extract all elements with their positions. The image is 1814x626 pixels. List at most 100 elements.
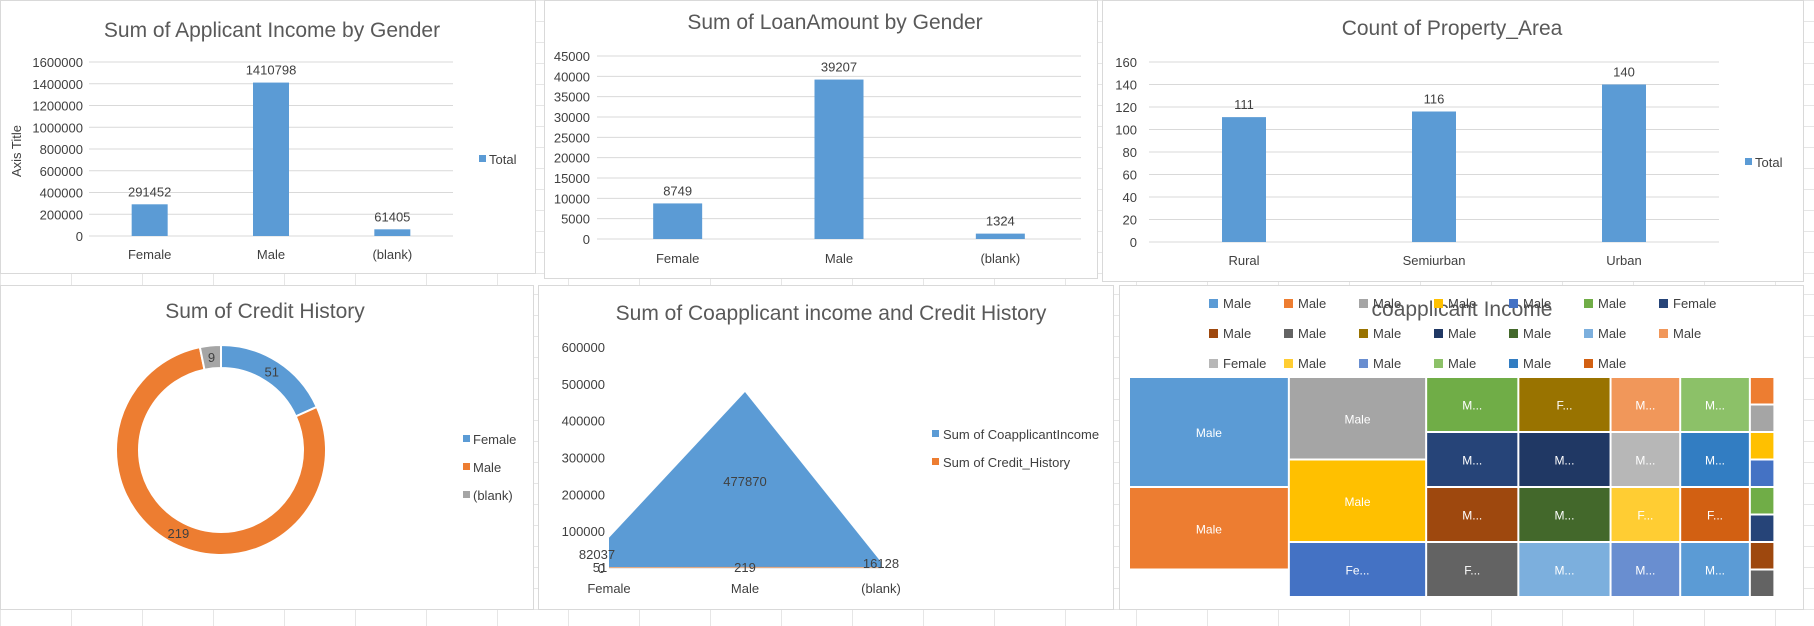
data-label: 219 xyxy=(734,560,756,575)
treemap-tile-label: Male xyxy=(1344,495,1370,509)
treemap-tile xyxy=(1750,378,1774,404)
legend-label: Male xyxy=(1598,356,1626,371)
treemap-tile xyxy=(1611,488,1680,541)
x-tick-label: Female xyxy=(587,581,630,596)
donut-slice xyxy=(220,343,319,418)
legend-label: Male xyxy=(1598,296,1626,311)
chart-coapplicant-treemap-svg: coapplicant Income Male Male Male Male Male M… xyxy=(1130,296,1774,596)
y-tick-label: 500000 xyxy=(562,377,605,392)
legend-swatch xyxy=(1434,359,1443,368)
treemap-tile xyxy=(1427,433,1518,486)
legend-label: Male xyxy=(1598,326,1626,341)
y-tick-label: 600000 xyxy=(562,340,605,355)
treemap-tile-label: Male xyxy=(1344,412,1370,426)
treemap-tile-label: F... xyxy=(1707,509,1723,523)
legend-swatch xyxy=(1509,359,1518,368)
legend-label: (blank) xyxy=(473,488,513,503)
chart-loan-amount-svg: Sum of LoanAmount by Gender 0 5000 10000 15… xyxy=(554,11,1081,266)
legend-swatch xyxy=(1584,359,1593,368)
bar xyxy=(374,229,411,236)
y-tick-label: 200000 xyxy=(562,487,605,502)
treemap-tile xyxy=(1681,488,1749,541)
treemap-tile xyxy=(1681,433,1749,486)
data-label: 111 xyxy=(1234,97,1254,112)
legend-swatch xyxy=(1434,329,1443,338)
treemap-tile xyxy=(1750,570,1774,596)
treemap-tile xyxy=(1427,488,1518,541)
legend-label: Female xyxy=(1223,356,1266,371)
y-tick-label: 40000 xyxy=(554,69,590,84)
treemap-tile xyxy=(1681,543,1749,596)
chart-coapplicant-treemap[interactable]: coapplicant Income Male Male Male Male Male M… xyxy=(1119,285,1804,610)
y-tick-label: 35000 xyxy=(554,90,590,105)
data-label: 1324 xyxy=(986,214,1015,229)
legend-swatch xyxy=(1209,299,1218,308)
data-label: 61405 xyxy=(374,209,410,224)
data-label: 16128 xyxy=(863,556,899,571)
chart-coapplicant-credit[interactable]: Sum of Coapplicant income and Credit His… xyxy=(538,285,1114,610)
treemap-tile xyxy=(1130,488,1288,569)
data-label: 9 xyxy=(208,350,215,365)
y-tick-label: 400000 xyxy=(562,414,605,429)
treemap-tile-label: F... xyxy=(1637,509,1653,523)
legend-swatch xyxy=(1509,299,1518,308)
chart-title: Sum of Credit History xyxy=(165,300,365,323)
legend-label: Total xyxy=(1755,155,1783,170)
chart-credit-history-svg: Sum of Credit History 51 219 9 Female Male (b… xyxy=(115,300,516,556)
treemap-tile xyxy=(1519,378,1610,431)
area-series xyxy=(609,391,881,568)
legend-label: Sum of CoapplicantIncome xyxy=(943,427,1099,442)
treemap-tile-label: M... xyxy=(1705,399,1725,413)
x-tick-label: Male xyxy=(257,247,285,262)
treemap-tile xyxy=(1519,433,1610,486)
treemap-tile-label: F... xyxy=(1556,399,1572,413)
y-tick-label: 140 xyxy=(1115,78,1137,93)
chart-applicant-income[interactable]: Sum of Applicant Income by Gender Axis T… xyxy=(0,0,536,274)
legend-swatch xyxy=(1209,359,1218,368)
legend-label: Male xyxy=(1223,326,1251,341)
legend-label: Male xyxy=(1448,356,1476,371)
treemap-tile xyxy=(1681,378,1749,431)
y-tick-label: 30000 xyxy=(554,110,590,125)
legend-swatch xyxy=(1359,299,1368,308)
chart-coapplicant-credit-svg: Sum of Coapplicant income and Credit His… xyxy=(562,302,1099,596)
y-tick-label: 1600000 xyxy=(32,55,83,70)
treemap-tile xyxy=(1289,460,1426,541)
y-tick-label: 200000 xyxy=(40,207,83,222)
treemap-tile xyxy=(1750,515,1774,541)
y-tick-label: 40 xyxy=(1123,190,1137,205)
treemap-tile xyxy=(1750,460,1774,486)
treemap-tile xyxy=(1427,543,1518,596)
legend-swatch xyxy=(463,491,470,498)
treemap-tile xyxy=(1611,543,1680,596)
chart-property-area[interactable]: Count of Property_Area 0 20 40 60 80 100 120 14… xyxy=(1102,0,1804,282)
treemap-tile-label: M... xyxy=(1635,399,1655,413)
treemap-tile xyxy=(1519,488,1610,541)
bar xyxy=(131,204,168,236)
chart-loan-amount[interactable]: Sum of LoanAmount by Gender 0 5000 10000 15… xyxy=(544,0,1098,279)
x-tick-label: Male xyxy=(731,581,759,596)
treemap-tile xyxy=(1750,405,1774,431)
y-tick-label: 5000 xyxy=(561,212,590,227)
legend-swatch xyxy=(1434,299,1443,308)
treemap-tile xyxy=(1750,488,1774,514)
y-tick-label: 400000 xyxy=(40,186,83,201)
legend-label: Male xyxy=(1523,356,1551,371)
y-tick-label: 100 xyxy=(1115,123,1137,138)
data-label: 116 xyxy=(1424,92,1445,107)
treemap-tile xyxy=(1289,543,1426,596)
chart-credit-history[interactable]: Sum of Credit History 51 219 9 Female Male (b… xyxy=(0,285,534,610)
data-label: 39207 xyxy=(821,60,857,75)
legend-swatch xyxy=(463,463,470,470)
treemap-tile-label: M... xyxy=(1635,454,1655,468)
treemap-tile-label: M... xyxy=(1705,564,1725,578)
legend-label: Male xyxy=(1298,296,1326,311)
treemap-tile xyxy=(1611,378,1680,431)
data-label: 51 xyxy=(265,364,279,379)
legend-label: Male xyxy=(1373,296,1401,311)
y-tick-label: 600000 xyxy=(40,164,83,179)
treemap-tile-label: F... xyxy=(1464,564,1480,578)
y-tick-label: 160 xyxy=(1115,55,1137,70)
data-label: 51 xyxy=(593,560,607,575)
y-tick-label: 45000 xyxy=(554,49,590,64)
